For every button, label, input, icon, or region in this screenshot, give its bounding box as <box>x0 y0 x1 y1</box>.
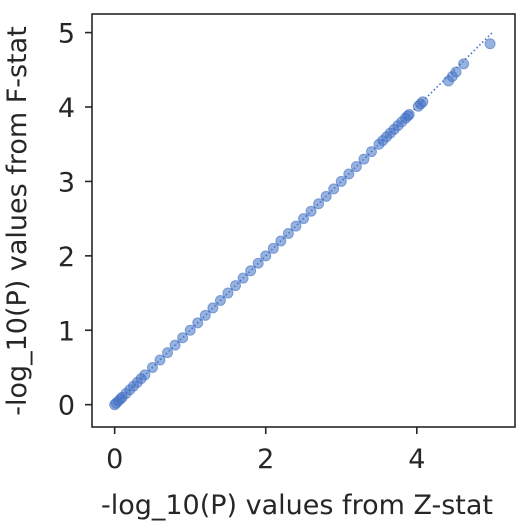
scatter-point <box>139 369 151 381</box>
scatter-point <box>267 242 279 254</box>
x-tick-label: 0 <box>106 444 123 475</box>
scatter-point <box>328 183 340 195</box>
scatter-point <box>162 347 174 359</box>
y-axis-ticks: 0 1 2 3 4 5 <box>58 19 92 422</box>
scatter-point <box>245 265 257 277</box>
y-tick-label: 0 <box>58 391 75 422</box>
y-tick-label: 2 <box>58 242 75 273</box>
identity-line <box>114 32 493 406</box>
scatter-point <box>184 324 196 336</box>
x-tick-label: 4 <box>408 444 425 475</box>
scatter-points <box>109 38 496 411</box>
scatter-point <box>199 309 211 321</box>
y-axis-label: -log_10(P) values from F-stat <box>2 26 33 416</box>
plot-frame <box>91 13 516 428</box>
scatter-point <box>458 58 470 70</box>
scatter-point <box>450 66 462 78</box>
y-tick-label: 4 <box>58 93 75 124</box>
scatter-point <box>222 287 234 299</box>
scatter-point <box>335 175 347 187</box>
scatter-point <box>484 38 496 50</box>
y-tick-label: 1 <box>58 316 75 347</box>
scatter-point <box>177 332 189 344</box>
scatter-point <box>350 161 362 173</box>
x-axis-ticks: 0 2 4 <box>106 427 425 475</box>
x-tick-label: 2 <box>257 444 274 475</box>
x-axis-label: -log_10(P) values from Z-stat <box>101 490 493 521</box>
scatter-point <box>313 198 325 210</box>
y-tick-label: 3 <box>58 167 75 198</box>
y-tick-label: 5 <box>58 19 75 50</box>
scatter-point <box>290 220 302 232</box>
